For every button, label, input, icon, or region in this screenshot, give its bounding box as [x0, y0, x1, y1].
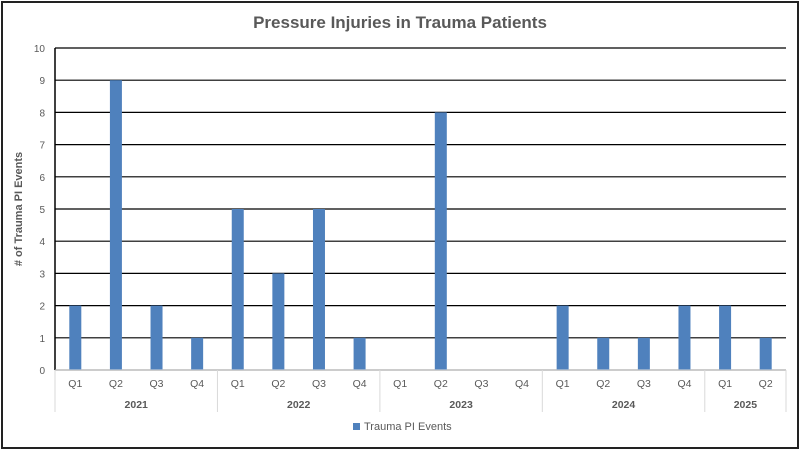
legend-label: Trauma PI Events — [364, 421, 452, 433]
y-tick-label: 5 — [39, 205, 45, 216]
y-tick-label: 2 — [39, 302, 45, 313]
y-tick-label: 0 — [39, 366, 45, 377]
x-tick-label: Q1 — [68, 378, 82, 390]
x-group-label: 2021 — [125, 399, 149, 411]
legend-swatch — [353, 423, 360, 430]
bar — [678, 305, 691, 370]
bar — [150, 305, 163, 370]
bar — [719, 305, 732, 370]
x-tick-label: Q3 — [474, 378, 488, 390]
y-axis-label: # of Trauma PI Events — [13, 152, 25, 266]
y-tick-label: 6 — [39, 173, 45, 184]
x-tick-label: Q2 — [759, 378, 773, 390]
y-tick-label: 3 — [39, 269, 45, 280]
x-group-label: 2025 — [734, 399, 758, 411]
bar — [434, 112, 447, 371]
y-tick-label: 1 — [39, 334, 45, 345]
bar — [597, 337, 610, 370]
x-group-label: 2022 — [287, 399, 311, 411]
bar — [353, 337, 366, 370]
x-group-label: 2024 — [612, 399, 636, 411]
bar — [312, 209, 325, 370]
x-tick-label: Q2 — [596, 378, 610, 390]
x-tick-label: Q1 — [231, 378, 245, 390]
y-tick-label: 4 — [39, 237, 45, 248]
x-tick-label: Q3 — [150, 378, 164, 390]
x-tick-label: Q2 — [271, 378, 285, 390]
bar — [231, 209, 244, 370]
bar — [759, 337, 772, 370]
x-tick-label: Q4 — [515, 378, 529, 390]
x-tick-label: Q1 — [393, 378, 407, 390]
legend: Trauma PI Events — [353, 421, 452, 433]
bar — [191, 337, 204, 370]
y-tick-label: 7 — [39, 141, 45, 152]
x-tick-label: Q3 — [312, 378, 326, 390]
x-tick-label: Q1 — [718, 378, 732, 390]
bar — [272, 273, 285, 370]
chart-title: Pressure Injuries in Trauma Patients — [253, 13, 547, 32]
x-tick-label: Q1 — [556, 378, 570, 390]
bar — [637, 337, 650, 370]
y-tick-label: 9 — [39, 76, 45, 87]
bar — [69, 305, 82, 370]
x-tick-label: Q4 — [677, 378, 691, 390]
x-tick-label: Q2 — [109, 378, 123, 390]
x-tick-label: Q4 — [190, 378, 204, 390]
x-tick-label: Q2 — [434, 378, 448, 390]
x-tick-label: Q3 — [637, 378, 651, 390]
bar — [109, 80, 122, 370]
x-group-label: 2023 — [449, 399, 473, 411]
y-tick-label: 10 — [34, 44, 46, 55]
bar — [556, 305, 569, 370]
y-tick-label: 8 — [39, 108, 45, 119]
x-tick-label: Q4 — [353, 378, 367, 390]
